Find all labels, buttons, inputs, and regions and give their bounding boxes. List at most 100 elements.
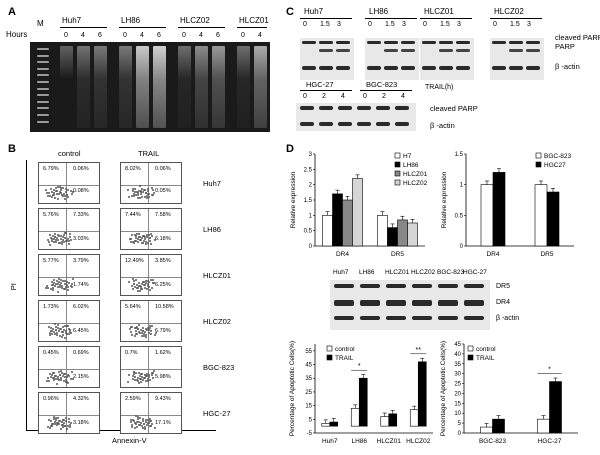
- flow-dot: [51, 235, 54, 237]
- gel-lane: [77, 46, 90, 128]
- blot-group-label: Huh7: [304, 7, 324, 16]
- flow-dot: [62, 241, 65, 244]
- actin-band: [422, 66, 436, 70]
- legend-label: control: [476, 346, 496, 353]
- flow-dot: [71, 190, 74, 193]
- flow-dot: [138, 372, 141, 375]
- quadrant-value: 0.08%: [73, 188, 89, 194]
- blot-group-underline: [360, 90, 412, 91]
- flow-dot: [131, 241, 134, 244]
- flow-dot: [53, 330, 56, 333]
- flow-dot: [52, 189, 55, 192]
- flow-dot: [144, 189, 147, 192]
- dr-blot-lane-label: LH86: [359, 269, 375, 276]
- time-tick-label: 0: [493, 21, 497, 28]
- flow-dot: [59, 335, 62, 338]
- flow-dot: [57, 378, 60, 381]
- flow-dot: [139, 424, 142, 427]
- y-tick-label: 40: [454, 352, 461, 358]
- flow-dot: [145, 192, 148, 194]
- flow-plot: 0.7% 1.62% 5.98%: [120, 346, 182, 388]
- flow-dot: [64, 285, 67, 288]
- flow-dot: [60, 372, 63, 375]
- cleaved-parp-band: [319, 49, 333, 52]
- flow-dot: [64, 198, 67, 200]
- flow-dot: [137, 328, 140, 331]
- cell-line-label: HLCZ02: [180, 16, 210, 25]
- flow-dot: [140, 241, 143, 244]
- flow-dot: [131, 284, 134, 287]
- y-tick-label: 0: [458, 431, 462, 437]
- flow-dot: [61, 326, 64, 329]
- flow-dot: [47, 426, 50, 429]
- flow-dot: [55, 375, 58, 378]
- flow-dot: [45, 189, 47, 191]
- flow-dot: [62, 280, 65, 282]
- quadrant-value: 5.77%: [43, 258, 59, 264]
- flow-dot: [131, 287, 134, 290]
- quadrant-value: 0.06%: [73, 166, 89, 172]
- flow-dot: [65, 283, 68, 286]
- flow-dot: [143, 376, 146, 379]
- flow-dot: [55, 238, 58, 241]
- flow-dot: [145, 194, 148, 197]
- flow-dot: [55, 187, 58, 190]
- flow-dot: [151, 279, 154, 282]
- dr-blot-band: [334, 284, 354, 288]
- flow-dot: [55, 331, 58, 334]
- quadrant-line: [148, 255, 149, 295]
- flow-dot: [59, 374, 62, 376]
- flow-dot: [65, 325, 68, 328]
- flow-dot: [130, 330, 133, 333]
- bar: [329, 421, 339, 427]
- flow-dot: [64, 375, 67, 378]
- flow-dot: [136, 376, 139, 379]
- time-tick-label: 2: [322, 93, 326, 100]
- flow-dot: [54, 418, 57, 421]
- flow-dot: [71, 285, 74, 288]
- time-tick-label: 3: [527, 21, 531, 28]
- dr-blot-band: [412, 300, 432, 306]
- blot-group-underline: [300, 18, 352, 19]
- dr-blot-band: [360, 284, 380, 288]
- flow-dot: [68, 233, 71, 236]
- flow-dot: [139, 236, 142, 239]
- dr-blot-row-label: DR4: [496, 299, 511, 306]
- parp-band: [302, 41, 316, 44]
- parp-band: [439, 41, 453, 44]
- time-tick-label: 0: [368, 21, 372, 28]
- dr-blot-lane-label: Huh7: [333, 269, 349, 276]
- flow-dot: [61, 238, 64, 241]
- flow-dot: [133, 419, 136, 422]
- flow-dot: [66, 281, 69, 284]
- quadrant-value: 6.79%: [155, 328, 171, 334]
- y-tick-label: 2: [309, 183, 313, 189]
- flow-dot: [137, 189, 140, 192]
- flow-dot: [143, 281, 146, 284]
- flow-dot: [141, 236, 144, 239]
- flow-plot: 5.77% 3.79% 1.74%: [38, 254, 100, 296]
- flow-dot: [151, 186, 154, 189]
- actin-band: [439, 66, 453, 70]
- dr-blot-lane-label: HLCZ01: [385, 269, 410, 276]
- y-tick-label: 10: [454, 411, 461, 417]
- bar: [480, 426, 493, 434]
- flow-plot: 7.44% 7.58% 6.18%: [120, 208, 182, 250]
- quadrant-value: 6.79%: [43, 166, 59, 172]
- time-tick-label: 0: [303, 21, 307, 28]
- bar: [534, 184, 548, 247]
- flow-dot: [150, 325, 153, 328]
- flow-dot: [47, 238, 50, 241]
- flow-dot: [140, 421, 143, 424]
- flow-dot: [56, 324, 59, 327]
- quadrant-line: [66, 209, 67, 249]
- flow-dot: [63, 380, 66, 383]
- flow-dot: [53, 418, 56, 421]
- flow-dot: [147, 193, 150, 195]
- gel-lane: [94, 46, 107, 128]
- parp-label: PARP: [555, 42, 575, 51]
- flow-dot: [138, 238, 141, 241]
- flow-dot: [140, 239, 143, 242]
- flow-plot: 5.64% 10.58% 6.79%: [120, 300, 182, 342]
- dr-blot-lane-label: HLCZ02: [411, 269, 436, 276]
